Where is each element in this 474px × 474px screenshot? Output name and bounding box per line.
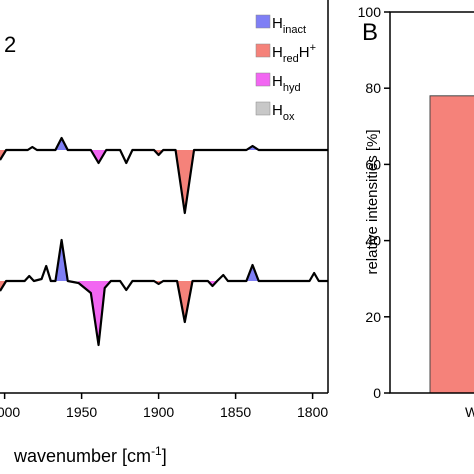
band-fill — [175, 150, 195, 213]
legend-sub: red — [283, 53, 299, 65]
legend-sub: hyd — [283, 82, 301, 94]
legend-label: Hhyd — [272, 73, 301, 94]
y-tick-label: 80 — [365, 80, 381, 96]
panel-label: B — [362, 19, 378, 46]
x-axis-label: wavenumber [cm-1] — [13, 444, 167, 466]
legend-after: H — [299, 44, 310, 61]
legend-swatch — [255, 72, 271, 87]
x-axis-label-text: wavenumber [cm — [13, 446, 151, 466]
legend-swatch — [255, 43, 271, 58]
plot-frame — [389, 11, 474, 394]
band-fill — [90, 150, 107, 163]
y-tick-label: 60 — [365, 156, 381, 172]
legend-sub: inact — [283, 24, 306, 36]
x-tick-label: 1950 — [66, 404, 97, 420]
y-tick-label: 20 — [365, 309, 381, 325]
legend-swatch — [255, 14, 271, 29]
legend-swatch — [255, 101, 271, 116]
x-tick-label: W — [465, 404, 474, 420]
x-tick-label: 1850 — [220, 404, 251, 420]
x-axis-label-end: ] — [162, 446, 167, 466]
y-tick-label: 100 — [358, 4, 382, 20]
legend-label: HredH+ — [272, 42, 316, 65]
x-tick-label: 2000 — [0, 404, 20, 420]
legend-main: H — [272, 102, 283, 119]
spectrum-line — [0, 238, 328, 347]
band-fill — [55, 240, 68, 281]
legend-main: H — [272, 44, 283, 61]
y-axis-label: relative intensities [%] — [364, 129, 381, 274]
panel-label: 2 — [4, 32, 16, 57]
legend-sub: ox — [283, 111, 295, 123]
band-fill — [55, 138, 68, 150]
legend-label: Hinact — [272, 15, 306, 36]
spectrum-line — [0, 136, 328, 215]
legend-sup: + — [310, 42, 316, 54]
legend-main: H — [272, 73, 283, 90]
band-fill — [246, 265, 259, 281]
x-tick-label: 1900 — [143, 404, 174, 420]
y-tick-label: 0 — [373, 385, 381, 401]
y-tick-label: 40 — [365, 233, 381, 249]
legend-label: Hox — [272, 102, 295, 123]
x-tick-label: 1800 — [297, 404, 328, 420]
bar — [429, 95, 474, 394]
legend-main: H — [272, 15, 283, 32]
x-axis-label-sup: -1 — [151, 444, 162, 458]
band-fill — [177, 281, 193, 322]
